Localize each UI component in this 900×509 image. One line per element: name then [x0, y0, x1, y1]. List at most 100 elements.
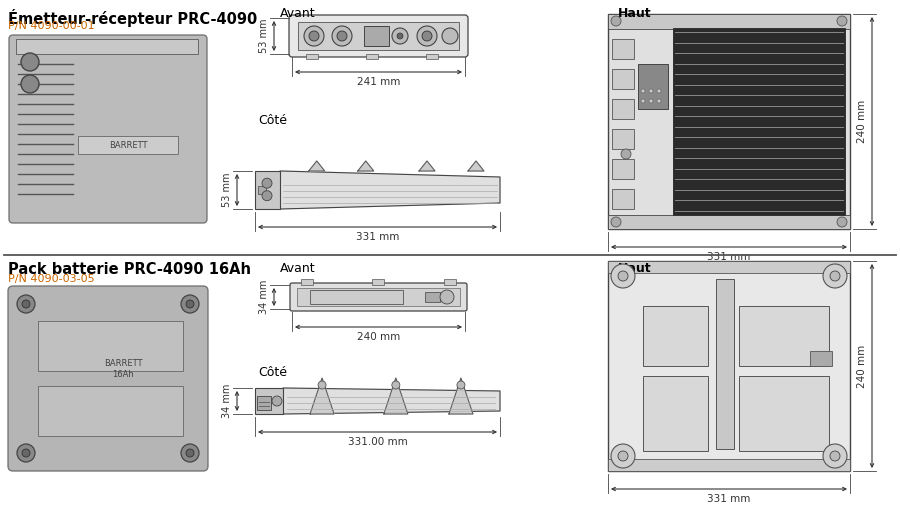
- Bar: [716, 279, 734, 449]
- Circle shape: [830, 271, 840, 281]
- Bar: [608, 14, 850, 229]
- Circle shape: [309, 31, 319, 41]
- Circle shape: [181, 295, 199, 313]
- Bar: [643, 306, 708, 366]
- Circle shape: [611, 444, 635, 468]
- Polygon shape: [449, 378, 473, 414]
- Text: 241 mm: 241 mm: [356, 77, 400, 87]
- Circle shape: [611, 16, 621, 26]
- Bar: [612, 159, 634, 179]
- Circle shape: [186, 449, 194, 457]
- Bar: [810, 351, 832, 366]
- Circle shape: [304, 26, 324, 46]
- Bar: [297, 288, 460, 306]
- Bar: [643, 376, 708, 451]
- Bar: [612, 189, 634, 209]
- Bar: [739, 376, 829, 451]
- Text: 331 mm: 331 mm: [707, 252, 751, 262]
- Text: 331 mm: 331 mm: [707, 494, 751, 504]
- Circle shape: [657, 89, 661, 93]
- Text: 53 mm: 53 mm: [222, 173, 232, 207]
- Bar: [298, 22, 459, 50]
- Text: 331 mm: 331 mm: [356, 232, 400, 242]
- Text: Côté: Côté: [258, 114, 287, 127]
- FancyBboxPatch shape: [8, 286, 208, 471]
- Circle shape: [397, 33, 403, 39]
- Circle shape: [392, 381, 400, 389]
- Circle shape: [17, 295, 35, 313]
- Circle shape: [837, 16, 847, 26]
- FancyBboxPatch shape: [290, 283, 467, 311]
- Circle shape: [337, 31, 347, 41]
- Bar: [608, 261, 850, 471]
- Circle shape: [837, 217, 847, 227]
- Circle shape: [181, 444, 199, 462]
- Bar: [612, 69, 634, 89]
- Circle shape: [618, 451, 628, 461]
- Bar: [608, 215, 850, 229]
- Text: Émetteur-récepteur PRC-4090: Émetteur-récepteur PRC-4090: [8, 9, 257, 27]
- Circle shape: [186, 300, 194, 308]
- Polygon shape: [280, 171, 500, 209]
- Circle shape: [417, 26, 437, 46]
- Text: BARRETT: BARRETT: [109, 140, 148, 150]
- Circle shape: [262, 178, 272, 188]
- Bar: [425, 292, 440, 302]
- Bar: [301, 279, 313, 285]
- Bar: [255, 388, 283, 414]
- Bar: [306, 54, 318, 59]
- Text: Haut: Haut: [618, 262, 652, 275]
- Text: Avant: Avant: [280, 262, 316, 275]
- Circle shape: [823, 264, 847, 288]
- Text: 34 mm: 34 mm: [259, 280, 269, 314]
- Bar: [366, 54, 378, 59]
- Bar: [444, 279, 456, 285]
- Circle shape: [611, 217, 621, 227]
- Circle shape: [618, 271, 628, 281]
- Bar: [38, 386, 183, 436]
- Text: 331.00 mm: 331.00 mm: [347, 437, 408, 447]
- Circle shape: [392, 28, 408, 44]
- FancyBboxPatch shape: [9, 35, 207, 223]
- Bar: [612, 99, 634, 119]
- Bar: [258, 186, 266, 194]
- Bar: [673, 28, 845, 215]
- Circle shape: [641, 89, 645, 93]
- Bar: [78, 136, 178, 154]
- Circle shape: [823, 444, 847, 468]
- Bar: [608, 459, 850, 471]
- Polygon shape: [468, 161, 484, 171]
- Circle shape: [457, 381, 465, 389]
- Circle shape: [641, 99, 645, 103]
- Text: 34 mm: 34 mm: [222, 384, 232, 418]
- Text: 240 mm: 240 mm: [857, 100, 867, 143]
- Text: Pack batterie PRC-4090 16Ah: Pack batterie PRC-4090 16Ah: [8, 262, 251, 277]
- Circle shape: [22, 449, 30, 457]
- Bar: [310, 290, 403, 304]
- Text: 53 mm: 53 mm: [259, 19, 269, 53]
- Circle shape: [262, 191, 272, 201]
- Circle shape: [649, 89, 653, 93]
- Bar: [257, 396, 271, 410]
- Polygon shape: [309, 161, 325, 171]
- Bar: [608, 261, 850, 273]
- Polygon shape: [283, 388, 500, 414]
- Bar: [16, 39, 198, 54]
- Circle shape: [657, 99, 661, 103]
- Text: P/N 4090-00-01: P/N 4090-00-01: [8, 21, 94, 31]
- Bar: [638, 64, 668, 109]
- Bar: [612, 39, 634, 59]
- Text: Haut: Haut: [618, 7, 652, 20]
- Circle shape: [621, 149, 631, 159]
- Bar: [739, 306, 829, 366]
- Bar: [38, 321, 183, 371]
- Bar: [364, 26, 389, 46]
- Circle shape: [17, 444, 35, 462]
- Circle shape: [649, 99, 653, 103]
- Polygon shape: [419, 161, 435, 171]
- Circle shape: [442, 28, 458, 44]
- Text: Avant: Avant: [280, 7, 316, 20]
- Bar: [426, 54, 438, 59]
- Text: 240 mm: 240 mm: [357, 332, 400, 342]
- Circle shape: [22, 300, 30, 308]
